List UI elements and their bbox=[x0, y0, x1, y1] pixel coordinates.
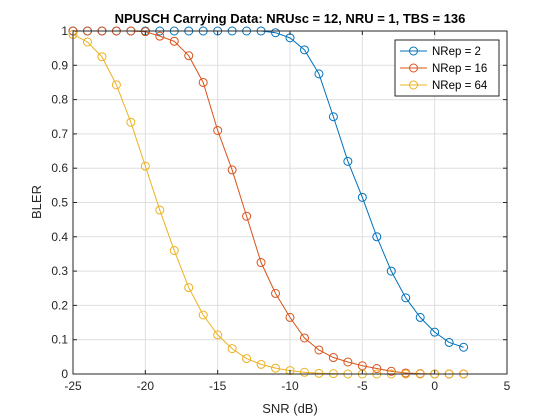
data-point bbox=[140, 27, 150, 37]
y-tick-label: 0.3 bbox=[51, 264, 68, 278]
y-tick-label: 0.2 bbox=[51, 298, 68, 312]
data-point bbox=[415, 312, 425, 322]
data-point bbox=[285, 312, 295, 322]
chart-title: NPUSCH Carrying Data: NRUsc = 12, NRU = … bbox=[115, 11, 466, 26]
data-point bbox=[155, 205, 165, 215]
x-tick-label: -25 bbox=[64, 379, 82, 393]
legend-item: NRep = 2 bbox=[400, 46, 481, 58]
y-tick-label: 0.8 bbox=[51, 93, 68, 107]
data-point bbox=[111, 80, 121, 90]
data-point bbox=[357, 192, 367, 202]
y-tick-label: 0 bbox=[61, 367, 68, 381]
data-point bbox=[242, 354, 252, 364]
data-point bbox=[314, 345, 324, 355]
y-tick-label: 0.9 bbox=[51, 58, 68, 72]
data-point bbox=[299, 367, 309, 377]
legend-item: NRep = 16 bbox=[400, 63, 487, 75]
y-tick-label: 0.1 bbox=[51, 333, 68, 347]
x-tick-label: -20 bbox=[137, 379, 155, 393]
y-axis-label: BLER bbox=[29, 185, 44, 219]
data-point bbox=[213, 125, 223, 135]
data-point bbox=[285, 366, 295, 376]
y-tick-label: 0.6 bbox=[51, 161, 68, 175]
data-point bbox=[444, 337, 454, 347]
legend-marker bbox=[409, 80, 418, 90]
data-point bbox=[271, 28, 281, 38]
data-point bbox=[169, 246, 179, 256]
data-point bbox=[271, 288, 281, 298]
data-point bbox=[372, 364, 382, 374]
data-point bbox=[328, 353, 338, 363]
x-axis-label: SNR (dB) bbox=[262, 401, 318, 416]
data-point bbox=[343, 156, 353, 166]
legend-item: NRep = 64 bbox=[400, 80, 488, 92]
data-point bbox=[213, 330, 223, 340]
data-point bbox=[198, 77, 208, 87]
data-point bbox=[140, 161, 150, 171]
legend-label: NRep = 64 bbox=[432, 80, 488, 92]
data-point bbox=[184, 51, 194, 61]
x-tick-label: 0 bbox=[431, 379, 438, 393]
data-point bbox=[299, 45, 309, 55]
legend-marker bbox=[409, 63, 418, 73]
ticks: -25 -20 -15 -10 -5 0 5 0 0.1 0.2 0.3 0.4 0.5 0.6 0.7 0.… bbox=[51, 24, 510, 393]
x-tick-label: -5 bbox=[357, 379, 368, 393]
data-point bbox=[430, 327, 440, 337]
data-point bbox=[227, 165, 237, 175]
x-tick-label: 5 bbox=[504, 379, 511, 393]
data-point bbox=[372, 232, 382, 242]
legend-marker bbox=[409, 46, 418, 56]
data-point bbox=[126, 117, 136, 127]
data-point bbox=[256, 258, 266, 268]
data-point bbox=[184, 283, 194, 293]
data-point bbox=[169, 36, 179, 46]
legend: NRep = 2 NRep = 16 NRep = 64 bbox=[394, 39, 500, 97]
data-point bbox=[82, 37, 92, 47]
data-point bbox=[242, 211, 252, 221]
data-point bbox=[459, 342, 469, 352]
data-point bbox=[401, 293, 411, 303]
data-point bbox=[97, 52, 107, 62]
legend-label: NRep = 2 bbox=[432, 46, 481, 58]
y-tick-label: 0.5 bbox=[51, 196, 68, 210]
data-point bbox=[155, 31, 165, 41]
y-tick-label: 0.7 bbox=[51, 127, 68, 141]
x-tick-label: -15 bbox=[209, 379, 227, 393]
data-point bbox=[386, 266, 396, 276]
data-point bbox=[271, 363, 281, 373]
legend-label: NRep = 16 bbox=[432, 63, 487, 75]
x-tick-label: -10 bbox=[281, 379, 299, 393]
data-point bbox=[386, 366, 396, 376]
data-point bbox=[299, 333, 309, 343]
data-point bbox=[343, 357, 353, 367]
data-point bbox=[314, 368, 324, 378]
y-tick-label: 0.4 bbox=[51, 230, 68, 244]
y-tick-label: 1 bbox=[61, 24, 68, 38]
data-point bbox=[227, 344, 237, 354]
data-point bbox=[328, 112, 338, 122]
data-point bbox=[198, 310, 208, 320]
data-point bbox=[314, 69, 324, 79]
data-point bbox=[256, 359, 266, 369]
